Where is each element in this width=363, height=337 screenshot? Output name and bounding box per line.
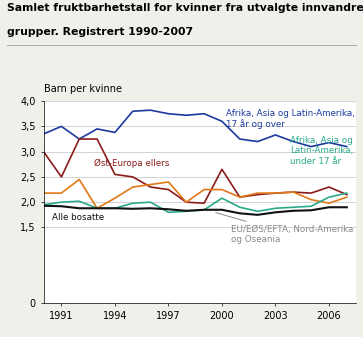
Text: Afrika, Asia og
Latin-Amerika,
under 17 år: Afrika, Asia og Latin-Amerika, under 17 …: [290, 136, 353, 166]
Text: Afrika, Asia og Latin-Amerika,
17 år og over: Afrika, Asia og Latin-Amerika, 17 år og …: [225, 109, 354, 129]
Text: Samlet fruktbarhetstall for kvinner fra utvalgte innvandrer-: Samlet fruktbarhetstall for kvinner fra …: [7, 3, 363, 13]
Text: Øst-Europa ellers: Øst-Europa ellers: [94, 159, 169, 168]
Text: EU/EØS/EFTA, Nord-Amerika
og Oseania: EU/EØS/EFTA, Nord-Amerika og Oseania: [216, 213, 353, 244]
Text: Barn per kvinne: Barn per kvinne: [44, 84, 122, 94]
Text: grupper. Registrert 1990-2007: grupper. Registrert 1990-2007: [7, 27, 193, 37]
Text: Alle bosatte: Alle bosatte: [53, 213, 105, 222]
